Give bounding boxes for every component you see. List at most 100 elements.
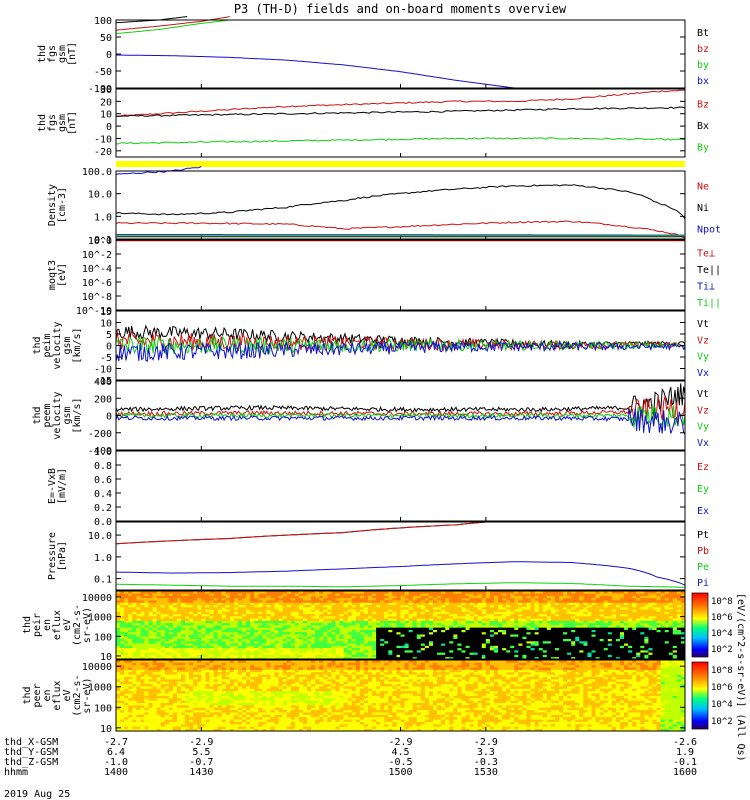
spectrogram-cell (258, 645, 263, 649)
legend-Ti||: Ti|| (697, 298, 721, 309)
spectrogram-cell (278, 627, 284, 630)
spectrogram-cell (457, 606, 462, 610)
spectrogram-cell (611, 609, 617, 612)
spectrogram-cell (473, 634, 479, 637)
spectrogram-cell (652, 638, 657, 642)
spectrogram-cell (172, 669, 178, 673)
spectrogram-cell (258, 597, 263, 601)
spectrogram-cell (457, 636, 462, 639)
spectrogram-cell (355, 593, 361, 596)
spectrogram-cell (311, 636, 316, 639)
spectrogram-cell (400, 615, 405, 619)
spectrogram-cell (428, 595, 434, 599)
spectrogram-cell (302, 618, 308, 621)
spectrogram-cell (660, 602, 666, 605)
spectrogram-cell (542, 656, 548, 660)
spectrogram-cell (668, 615, 674, 619)
spectrogram-cell (225, 597, 231, 601)
spectrogram-cell (628, 591, 633, 594)
spectrogram-cell (302, 645, 308, 649)
spectrogram-cell (116, 615, 121, 619)
spectrogram-cell (298, 631, 304, 635)
spectrogram-cell (144, 702, 149, 706)
spectrogram-cell (477, 593, 483, 596)
spectrogram-cell (559, 602, 564, 605)
y-axis-label-line: gsm (57, 45, 68, 63)
spectrogram-cell (433, 656, 438, 660)
spectrogram-cell (498, 643, 503, 646)
spectrogram-cell (311, 602, 316, 605)
spectrogram-cell (172, 678, 178, 682)
spectrogram-cell (355, 654, 361, 658)
spectrogram-cell (116, 686, 121, 689)
spectrogram-cell (428, 631, 434, 635)
y-tick-label: 0 (106, 412, 112, 423)
spectrogram-cell (351, 643, 357, 646)
spectrogram-cell (615, 620, 621, 624)
spectrogram-cell (148, 609, 153, 612)
spectrogram-cell (144, 676, 149, 680)
spectrogram-cell (367, 656, 373, 660)
spectrogram-cell (120, 697, 125, 701)
spectrogram-cell (526, 606, 531, 610)
spectrogram-cell (579, 591, 584, 594)
spectrogram-cell (144, 595, 149, 599)
spectrogram-cell (433, 591, 438, 594)
spectrogram-cell (237, 656, 243, 660)
spectrogram-cell (124, 627, 129, 630)
legend-Vy: Vy (697, 352, 709, 363)
spectrogram-cell (128, 597, 133, 601)
spectrogram-cell (607, 638, 613, 642)
spectrogram-cell (270, 618, 275, 621)
spectrogram-cell (624, 640, 629, 644)
spectrogram-cell (315, 618, 320, 621)
spectrogram-cell (485, 638, 491, 642)
spectrogram-cell (120, 634, 125, 637)
spectrogram-cell (477, 643, 483, 646)
spectrogram-cell (241, 602, 247, 605)
spectrogram-cell (148, 697, 153, 701)
spectrogram-cell (461, 640, 466, 644)
spectrogram-cell (583, 627, 588, 630)
spectrogram-cell (408, 609, 414, 612)
spectrogram-cell (449, 613, 454, 617)
spectrogram-cell (632, 656, 637, 660)
spectrogram-cell (152, 622, 158, 626)
spectrogram-cell (595, 597, 601, 601)
spectrogram-cell (331, 654, 336, 658)
spectrogram-cell (652, 625, 657, 628)
spectrogram-cell (168, 707, 174, 711)
spectrogram-cell (128, 671, 133, 675)
spectrogram-cell (628, 593, 633, 596)
spectrogram-cell (160, 656, 166, 660)
spectrogram-cell (428, 618, 434, 621)
spectrogram-cell (384, 634, 389, 637)
spectrogram-cell (380, 627, 385, 630)
spectrogram-cell (120, 652, 125, 655)
spectrogram-cell (205, 627, 210, 630)
spectrogram-cell (445, 622, 450, 626)
spectrogram-cell (270, 647, 275, 651)
spectrogram-cell (575, 604, 580, 608)
spectrogram-cell (197, 613, 202, 617)
spectrogram-cell (307, 593, 312, 596)
spectrogram-cell (465, 654, 470, 658)
spectrogram-cell (445, 613, 450, 617)
spectrogram-cell (648, 629, 653, 633)
spectrogram-cell (611, 645, 617, 649)
spectrogram-cell (140, 697, 145, 701)
series-line-Pb (116, 521, 486, 545)
spectrogram-cell (343, 643, 349, 646)
spectrogram-cell (433, 620, 438, 624)
spectrogram-cell (526, 597, 531, 601)
spectrogram-cell (542, 593, 548, 596)
spectrogram-cell (359, 600, 365, 603)
spectrogram-cell (372, 600, 377, 603)
spectrogram-cell (152, 664, 158, 668)
spectrogram-cell (298, 654, 304, 658)
spectrogram-cell (367, 602, 373, 605)
spectrogram-cell (656, 643, 662, 646)
spectrogram-cell (266, 620, 271, 624)
spectrogram-cell (571, 600, 576, 603)
spectrogram-cell (217, 634, 223, 637)
